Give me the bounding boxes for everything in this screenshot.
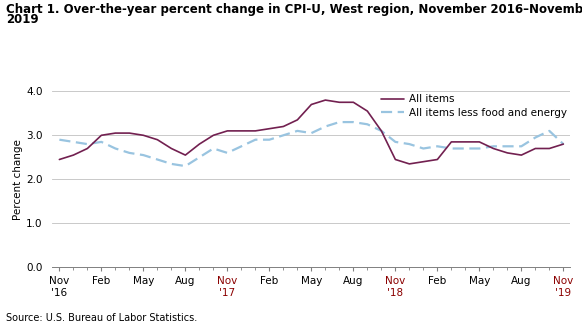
All items [140,133,147,137]
All items less food and energy [112,147,119,151]
All items [308,102,315,106]
All items [532,147,539,151]
All items [84,147,91,151]
All items less food and energy [238,144,245,148]
Line: All items: All items [59,100,563,164]
All items less food and energy [294,129,301,133]
Line: All items less food and energy: All items less food and energy [59,122,563,166]
All items [168,147,175,151]
All items [336,100,343,104]
All items [448,140,455,144]
All items less food and energy [140,153,147,157]
Text: 2019: 2019 [6,13,38,26]
All items less food and energy [462,147,469,151]
All items less food and energy [322,125,329,128]
All items less food and energy [182,164,189,168]
All items [196,142,203,146]
All items less food and energy [196,156,203,159]
All items less food and energy [168,162,175,166]
All items [378,129,385,133]
All items less food and energy [392,140,399,144]
All items less food and energy [126,151,133,155]
All items [462,140,469,144]
All items less food and energy [350,120,357,124]
All items less food and energy [70,140,77,144]
All items less food and energy [266,138,273,142]
All items [560,142,567,146]
All items [182,153,189,157]
All items [70,153,77,157]
All items [518,153,525,157]
All items less food and energy [434,144,441,148]
All items less food and energy [546,129,553,133]
All items less food and energy [84,142,91,146]
Text: Chart 1. Over-the-year percent change in CPI-U, West region, November 2016–Novem: Chart 1. Over-the-year percent change in… [6,3,582,16]
All items less food and energy [476,147,483,151]
All items [490,147,497,151]
All items less food and energy [532,136,539,140]
All items less food and energy [280,133,287,137]
All items less food and energy [56,138,63,142]
All items [294,118,301,122]
All items less food and energy [224,151,231,155]
All items less food and energy [448,147,455,151]
All items [280,125,287,128]
All items [420,160,427,164]
All items less food and energy [420,147,427,151]
All items [350,100,357,104]
Text: Source: U.S. Bureau of Labor Statistics.: Source: U.S. Bureau of Labor Statistics. [6,313,197,323]
All items [56,157,63,161]
All items [406,162,413,166]
All items [210,133,217,137]
All items less food and energy [252,138,259,142]
All items [98,133,105,137]
All items less food and energy [210,147,217,151]
All items [238,129,245,133]
All items less food and energy [378,129,385,133]
Y-axis label: Percent change: Percent change [13,139,23,220]
All items [504,151,511,155]
All items less food and energy [406,142,413,146]
All items [112,131,119,135]
All items less food and energy [490,144,497,148]
All items less food and energy [98,140,105,144]
All items [364,109,371,113]
All items [266,127,273,131]
All items [252,129,259,133]
All items less food and energy [560,142,567,146]
All items [476,140,483,144]
All items [224,129,231,133]
All items less food and energy [154,157,161,161]
All items [322,98,329,102]
All items [392,157,399,161]
All items less food and energy [518,144,525,148]
All items less food and energy [308,131,315,135]
All items [434,157,441,161]
All items [126,131,133,135]
All items [154,138,161,142]
All items less food and energy [364,122,371,126]
Legend: All items, All items less food and energy: All items, All items less food and energ… [381,95,567,118]
All items less food and energy [504,144,511,148]
All items less food and energy [336,120,343,124]
All items [546,147,553,151]
